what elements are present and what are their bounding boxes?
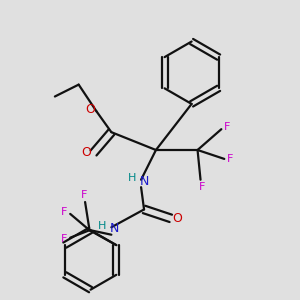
Text: O: O	[85, 103, 95, 116]
Text: N: N	[110, 222, 119, 235]
Text: F: F	[199, 182, 205, 192]
Text: F: F	[80, 190, 87, 200]
Text: F: F	[227, 154, 233, 164]
Text: O: O	[172, 212, 182, 225]
Text: N: N	[140, 175, 149, 188]
Text: F: F	[61, 234, 67, 244]
Text: F: F	[224, 122, 230, 132]
Text: F: F	[61, 207, 67, 218]
Text: H: H	[128, 173, 136, 183]
Text: O: O	[82, 146, 91, 160]
Text: H: H	[98, 221, 106, 231]
